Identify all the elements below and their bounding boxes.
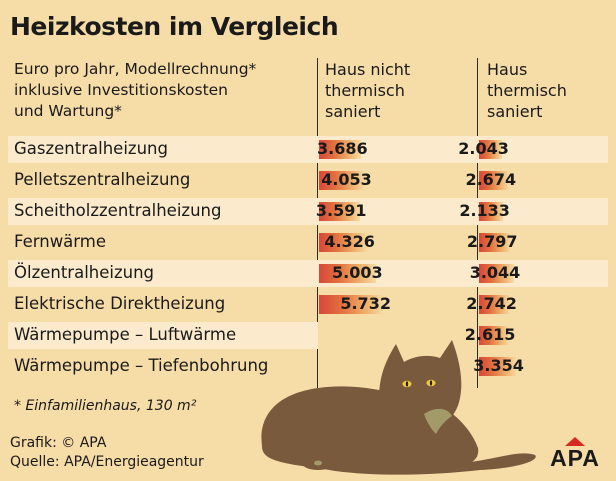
data-label: 3.686 bbox=[317, 139, 368, 158]
data-label: 2.615 bbox=[464, 325, 516, 344]
data-label: 3.354 bbox=[473, 356, 524, 375]
footnote: * Einfamilienhaus, 130 m² bbox=[14, 398, 197, 414]
chart-title: Heizkosten im Vergleich bbox=[10, 12, 339, 41]
data-label: 2.043 bbox=[458, 139, 509, 158]
cat-chest-patch bbox=[424, 408, 452, 434]
data-label: 3.591 bbox=[315, 201, 367, 220]
data-label: 2.797 bbox=[466, 232, 518, 251]
bar-renovated bbox=[479, 233, 511, 252]
cat-pupil bbox=[429, 380, 433, 386]
category-label: Ölzentralheizung bbox=[14, 263, 155, 282]
bar-unrenovated bbox=[319, 171, 366, 190]
data-label: 2.742 bbox=[466, 294, 517, 313]
bar-unrenovated bbox=[319, 202, 360, 221]
data-label: 3.044 bbox=[469, 263, 521, 282]
table-row: Gaszentralheizung bbox=[8, 136, 608, 163]
bar-unrenovated bbox=[319, 295, 385, 314]
series-header-renovated: Haus thermisch saniert bbox=[487, 60, 567, 121]
bar-renovated bbox=[479, 326, 509, 345]
bar-unrenovated bbox=[319, 140, 362, 159]
category-label: Elektrische Direktheizung bbox=[14, 294, 226, 313]
bar-unrenovated bbox=[319, 233, 369, 252]
table-row: Wärmepumpe – Tiefenbohrung bbox=[8, 353, 318, 380]
data-label: 5.732 bbox=[340, 294, 391, 313]
bar-renovated bbox=[479, 264, 514, 283]
data-label: 2.133 bbox=[459, 201, 510, 220]
bar-renovated bbox=[479, 202, 504, 221]
table-row: Scheitholzzentralheizung bbox=[8, 198, 608, 225]
category-label: Pelletszentralheizung bbox=[14, 170, 191, 189]
apa-logo: APA bbox=[544, 437, 606, 471]
table-row: Elektrische Direktheizung bbox=[8, 291, 608, 318]
source-credit: Grafik: © APA Quelle: APA/Energieagentur bbox=[10, 435, 204, 470]
bar-renovated bbox=[479, 171, 510, 190]
category-label: Fernwärme bbox=[14, 232, 107, 251]
data-label: 2.674 bbox=[465, 170, 517, 189]
table-row: Fernwärme bbox=[8, 229, 608, 256]
category-label: Gaszentralheizung bbox=[14, 139, 168, 158]
category-label: Wärmepumpe – Luftwärme bbox=[14, 325, 237, 344]
bar-unrenovated bbox=[319, 264, 377, 283]
data-label: 5.003 bbox=[332, 263, 383, 282]
category-label: Scheitholzzentralheizung bbox=[14, 201, 222, 220]
table-row: Wärmepumpe – Luftwärme bbox=[8, 322, 318, 349]
cat-pupil bbox=[405, 381, 409, 387]
category-label: Wärmepumpe – Tiefenbohrung bbox=[14, 356, 269, 375]
logo-triangle-icon bbox=[565, 437, 585, 446]
series-header-unrenovated: Haus nicht thermisch saniert bbox=[325, 60, 411, 121]
cat-paw-pad bbox=[314, 460, 322, 466]
data-label: 4.326 bbox=[324, 232, 375, 251]
bar-renovated bbox=[479, 357, 518, 376]
logo-text: APA bbox=[550, 445, 600, 471]
chart-subtitle: Euro pro Jahr, Modellrechnung* inklusive… bbox=[14, 60, 257, 120]
bar-renovated bbox=[479, 140, 503, 159]
cat-paw bbox=[332, 460, 360, 472]
table-row: Pelletszentralheizung bbox=[8, 167, 608, 194]
bar-renovated bbox=[479, 295, 511, 314]
data-label: 4.053 bbox=[321, 170, 372, 189]
